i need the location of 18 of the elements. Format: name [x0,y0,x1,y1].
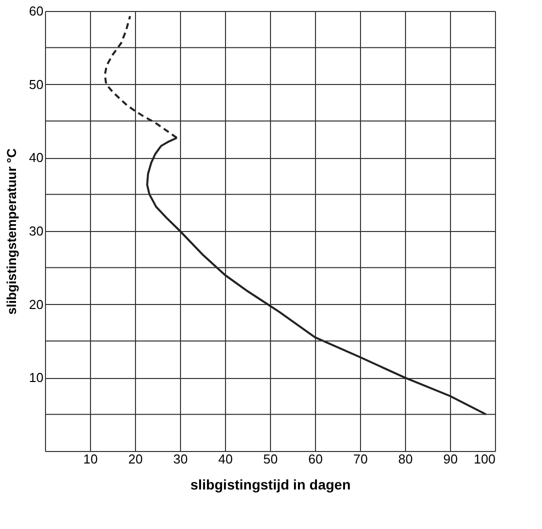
x-axis-title: slibgistingstijd in dagen [190,476,351,492]
x-tick-label: 10 [83,452,98,466]
y-tick-label: 10 [29,370,44,386]
x-tick-label: 100 [474,452,496,466]
y-tick-label: 60 [29,4,44,18]
x-tick-label: 90 [443,452,458,466]
x-tick-label: 80 [398,452,413,466]
y-tick-label: 30 [29,224,44,238]
x-tick-label: 70 [353,452,368,466]
x-tick-label: 20 [128,452,143,466]
x-tick-label: 40 [218,452,233,466]
x-tick-label: 60 [308,452,323,466]
x-tick-label: 30 [173,452,188,466]
y-tick-label: 50 [29,76,44,92]
y-tick-label: 40 [29,150,44,166]
x-tick-label: 50 [263,452,278,466]
y-tick-label: 20 [29,296,44,312]
y-axis-title: slibgistingstemperatuur °C [4,148,20,315]
